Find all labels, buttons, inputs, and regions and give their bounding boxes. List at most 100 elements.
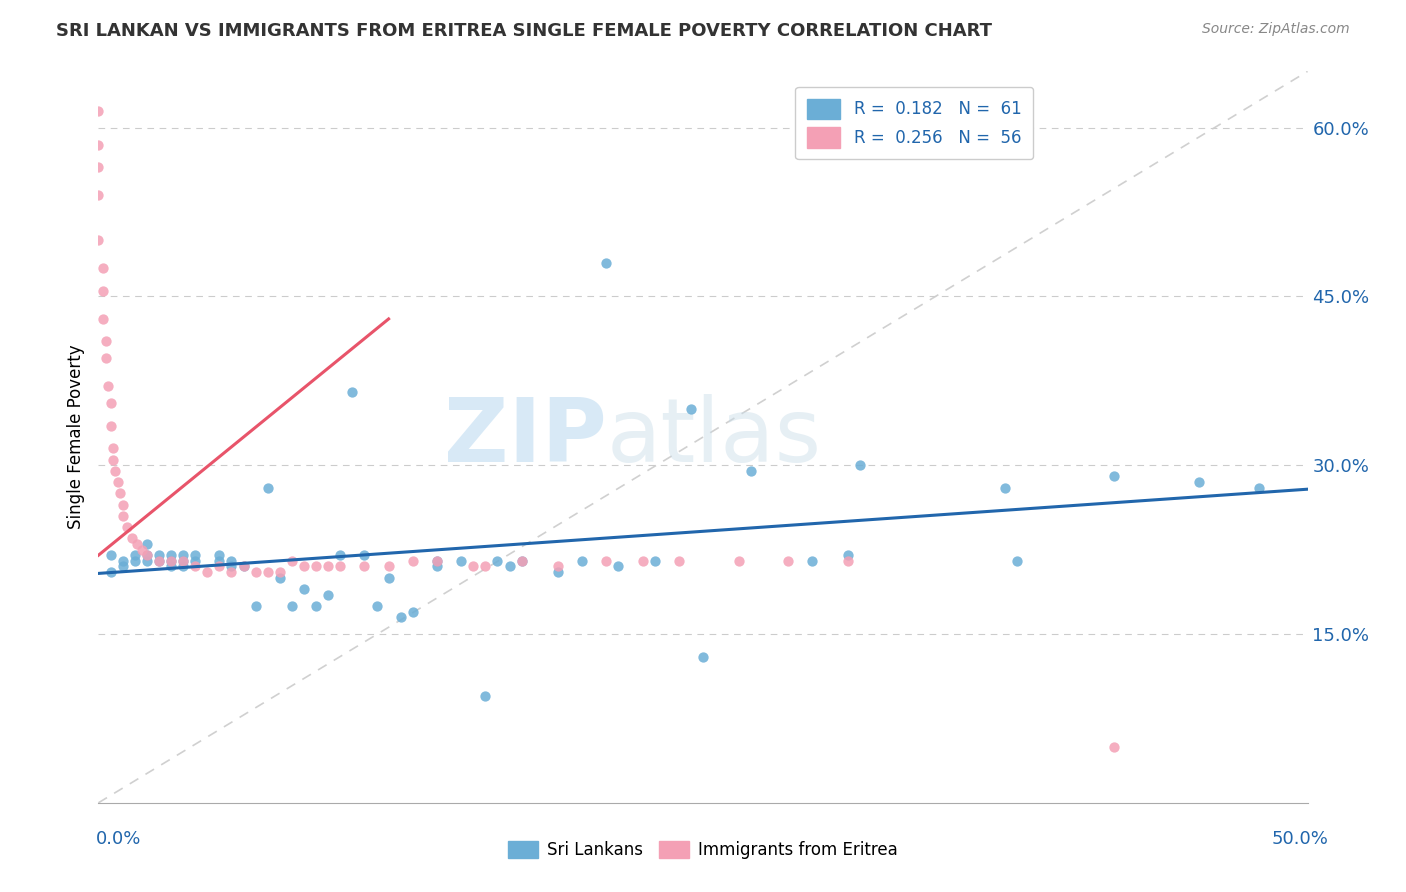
Point (800, 554, 823, 568)
Point (269, 565, 291, 579)
Point (269, 571, 291, 585)
Point (426, 554, 449, 568)
Point (108, 486, 131, 500)
Point (353, 559, 375, 574)
Legend: Sri Lankans, Immigrants from Eritrea: Sri Lankans, Immigrants from Eritrea (502, 834, 904, 866)
Point (91, 261, 114, 276)
Point (160, 554, 183, 568)
Point (994, 481, 1017, 495)
Point (101, 452, 124, 467)
Point (329, 559, 352, 574)
Point (111, 554, 134, 568)
Point (124, 548, 146, 562)
Point (117, 520, 139, 534)
Point (104, 464, 127, 478)
Point (305, 559, 328, 574)
Point (87, 137, 110, 152)
Point (172, 548, 194, 562)
Point (184, 554, 207, 568)
Point (184, 548, 207, 562)
Point (728, 554, 751, 568)
Point (91, 284, 114, 298)
Point (87, 103, 110, 118)
Point (221, 565, 243, 579)
Point (1102, 469, 1125, 483)
Point (131, 542, 153, 557)
Point (91, 312, 114, 326)
Point (232, 559, 254, 574)
Text: 50.0%: 50.0% (1272, 830, 1329, 847)
Point (208, 554, 231, 568)
Point (245, 565, 267, 579)
Point (353, 548, 375, 562)
Point (160, 559, 183, 574)
Point (305, 599, 328, 613)
Point (849, 458, 872, 473)
Point (668, 554, 690, 568)
Point (184, 559, 207, 574)
Point (208, 559, 231, 574)
Point (94, 351, 117, 366)
Point (127, 537, 149, 551)
Point (498, 559, 520, 574)
Point (172, 554, 194, 568)
Point (837, 554, 859, 568)
Point (474, 689, 496, 703)
Point (402, 554, 425, 568)
Point (100, 565, 122, 579)
Point (571, 554, 593, 568)
Point (292, 582, 315, 596)
Point (148, 554, 170, 568)
Text: atlas: atlas (606, 393, 821, 481)
Point (107, 475, 129, 489)
Point (377, 571, 399, 585)
Point (692, 649, 714, 664)
Point (111, 498, 134, 512)
Point (100, 418, 122, 433)
Point (644, 554, 666, 568)
Point (208, 548, 231, 562)
Point (172, 559, 194, 574)
Point (595, 255, 617, 269)
Y-axis label: Single Female Poverty: Single Female Poverty (66, 345, 84, 529)
Text: ZIP: ZIP (443, 393, 606, 481)
Point (172, 554, 194, 568)
Point (100, 548, 122, 562)
Point (221, 554, 243, 568)
Point (1102, 739, 1125, 754)
Point (450, 554, 472, 568)
Point (510, 554, 533, 568)
Point (292, 559, 315, 574)
Point (837, 548, 859, 562)
Point (232, 559, 254, 574)
Point (160, 554, 183, 568)
Point (148, 554, 170, 568)
Legend: R =  0.182   N =  61, R =  0.256   N =  56: R = 0.182 N = 61, R = 0.256 N = 56 (796, 87, 1033, 160)
Point (281, 599, 304, 613)
Point (377, 559, 399, 574)
Point (135, 548, 157, 562)
Point (679, 401, 702, 416)
Point (402, 605, 425, 619)
Point (135, 548, 157, 562)
Point (510, 554, 533, 568)
Point (135, 554, 157, 568)
Point (256, 481, 278, 495)
Point (97, 379, 120, 393)
Point (366, 599, 388, 613)
Point (740, 464, 762, 478)
Point (426, 554, 449, 568)
Point (121, 532, 143, 546)
Point (135, 537, 157, 551)
Point (631, 554, 654, 568)
Text: 0.0%: 0.0% (96, 830, 141, 847)
Point (389, 610, 412, 624)
Point (245, 599, 267, 613)
Point (111, 508, 134, 523)
Point (87, 188, 110, 202)
Point (100, 396, 122, 410)
Point (160, 548, 183, 562)
Point (221, 559, 243, 574)
Point (342, 385, 364, 400)
Point (595, 554, 617, 568)
